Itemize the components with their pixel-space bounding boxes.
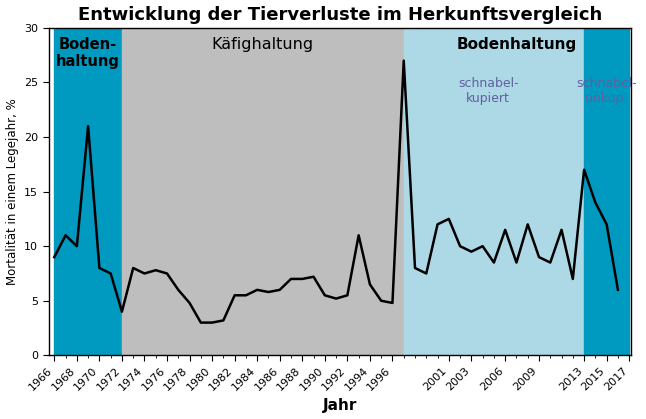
Text: Boden-
haltung: Boden- haltung [56,36,120,69]
Title: Entwicklung der Tierverluste im Herkunftsvergleich: Entwicklung der Tierverluste im Herkunft… [78,5,602,23]
Text: schnabel-
unkup.: schnabel- unkup. [576,77,637,105]
Text: Käfighaltung: Käfighaltung [212,36,314,52]
Bar [404,28,584,355]
Bar [584,28,629,355]
Text: schnabel-
kupiert: schnabel- kupiert [458,77,519,105]
Y-axis label: Mortalität in einem Legejahr, %: Mortalität in einem Legejahr, % [6,98,19,285]
Text: Bodenhaltung: Bodenhaltung [456,36,577,52]
X-axis label: Jahr: Jahr [323,398,357,414]
Bar [54,28,122,355]
Bar [122,28,404,355]
